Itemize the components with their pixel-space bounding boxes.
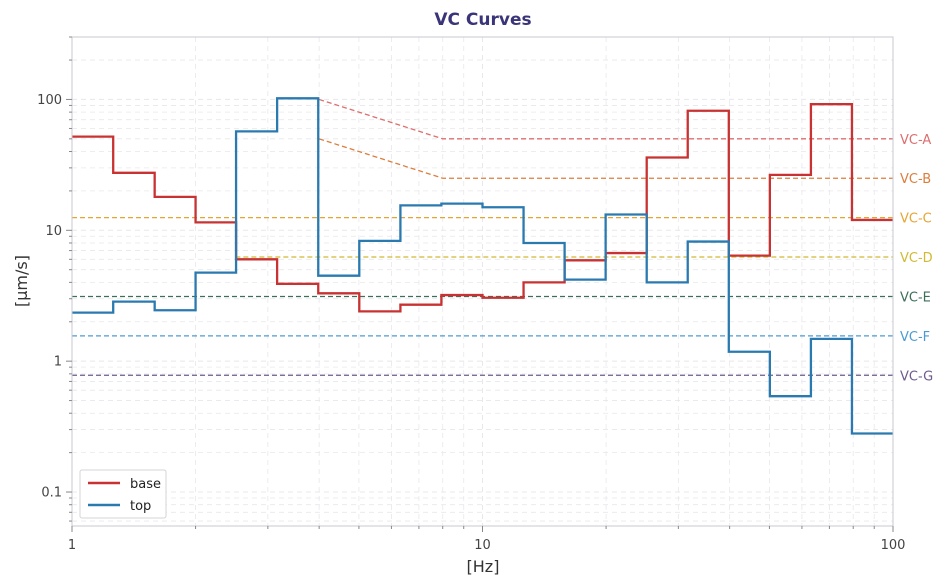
x-axis-label: [Hz] bbox=[467, 557, 500, 576]
y-axis-label: [µm/s] bbox=[12, 255, 31, 307]
legend-label-top: top bbox=[130, 499, 151, 514]
axis-ticks: 1 10 100 0.1 1 10 100 bbox=[37, 36, 906, 553]
data-series bbox=[72, 97, 893, 435]
y-tick-label: 10 bbox=[45, 224, 62, 239]
vc-a-label: VC-A bbox=[900, 133, 931, 148]
vc-a-line bbox=[318, 98, 893, 140]
vc-b-label: VC-B bbox=[900, 172, 931, 187]
series-top-line bbox=[72, 97, 893, 435]
x-tick-label: 1 bbox=[68, 538, 76, 553]
vc-c-label: VC-C bbox=[900, 212, 932, 227]
chart-title: VC Curves bbox=[434, 10, 531, 30]
vc-f-label: VC-F bbox=[900, 330, 930, 345]
y-tick-label: 100 bbox=[37, 93, 62, 108]
vc-d-label: VC-D bbox=[900, 251, 933, 266]
x-tick-label: 100 bbox=[881, 538, 906, 553]
vc-criteria-labels: VC-A VC-B VC-C VC-D VC-E VC-F VC-G bbox=[900, 133, 933, 384]
legend-label-base: base bbox=[130, 477, 161, 492]
y-tick-label: 1 bbox=[54, 355, 62, 370]
series-base-line bbox=[72, 103, 893, 313]
vc-b-line bbox=[318, 138, 893, 179]
vc-g-label: VC-G bbox=[900, 369, 933, 384]
vc-criteria-lines bbox=[72, 98, 893, 376]
y-tick-label: 0.1 bbox=[41, 486, 62, 501]
vc-e-label: VC-E bbox=[900, 290, 931, 305]
x-tick-label: 10 bbox=[474, 538, 491, 553]
legend: base top bbox=[79, 469, 167, 519]
